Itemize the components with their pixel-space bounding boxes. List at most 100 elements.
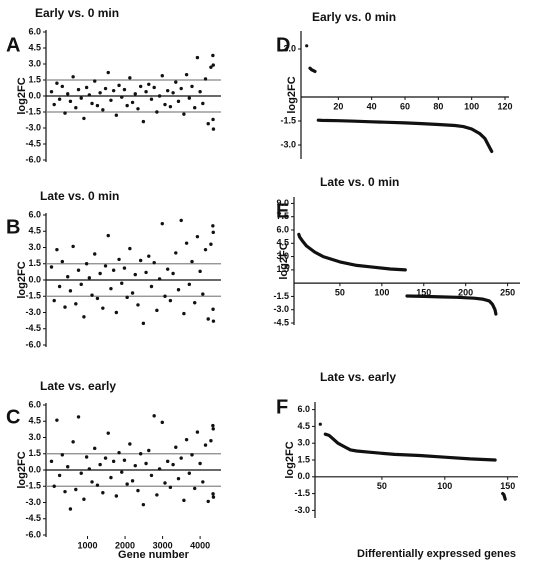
point <box>179 456 183 460</box>
point <box>130 100 135 105</box>
y-tick-label: 4.5 <box>297 421 310 431</box>
x-tick-label: 100 <box>374 288 389 298</box>
point <box>95 103 100 108</box>
point <box>182 498 186 503</box>
point <box>147 82 151 86</box>
x-tick-label: 80 <box>433 101 443 111</box>
point <box>160 221 164 226</box>
point <box>160 74 164 78</box>
panel-title: Late vs. 0 min <box>320 175 399 189</box>
point <box>93 79 97 83</box>
point <box>168 104 173 109</box>
y-tick-label: 1.5 <box>28 448 41 458</box>
point <box>125 482 129 486</box>
point <box>128 76 132 80</box>
point <box>211 224 215 228</box>
point <box>133 463 137 468</box>
point <box>128 442 132 446</box>
figure-x-label: Differentially expressed genes <box>357 548 516 560</box>
point <box>201 101 205 106</box>
panel-letter: A <box>6 34 20 56</box>
point <box>125 103 129 108</box>
point <box>149 97 154 101</box>
x-tick-label: 20 <box>333 101 343 111</box>
point <box>195 234 200 239</box>
y-tick-label: -6.0 <box>25 339 41 349</box>
x-tick-label: 100 <box>464 101 479 111</box>
y-tick-label: 0.0 <box>28 274 41 284</box>
y-axis-label: log2FC <box>278 242 290 279</box>
y-tick-label: -3.0 <box>294 505 310 515</box>
point <box>109 475 113 480</box>
point <box>182 311 186 316</box>
y-tick-label: 0.0 <box>28 464 41 474</box>
point <box>130 291 135 295</box>
point <box>163 294 167 298</box>
point <box>138 452 143 456</box>
point <box>211 423 215 428</box>
point <box>136 488 140 493</box>
point <box>211 427 215 431</box>
point <box>101 306 105 310</box>
panel-letter: D <box>276 34 290 56</box>
point <box>103 264 108 268</box>
y-tick-label: -1.5 <box>294 488 310 498</box>
point <box>130 479 135 483</box>
y-tick-label: 4.5 <box>28 42 41 52</box>
point <box>211 230 215 235</box>
point <box>152 414 156 418</box>
point <box>52 298 56 303</box>
point <box>98 91 102 95</box>
point <box>147 254 151 258</box>
point <box>60 453 65 457</box>
point <box>117 257 121 262</box>
point <box>195 55 200 60</box>
point <box>206 122 210 126</box>
point <box>187 282 192 287</box>
point <box>176 476 181 481</box>
y-axis-label: log2FC <box>284 441 296 478</box>
point <box>163 481 167 485</box>
point <box>103 456 108 460</box>
y-tick-label: -3.0 <box>280 139 296 149</box>
point <box>66 275 70 279</box>
point <box>95 483 100 487</box>
point <box>144 461 148 466</box>
point <box>211 117 215 122</box>
point <box>55 418 59 422</box>
point <box>125 295 129 300</box>
point <box>52 102 56 107</box>
y-tick-label: -3.0 <box>25 497 41 507</box>
point <box>203 247 208 252</box>
point <box>106 70 110 75</box>
point <box>193 486 197 491</box>
point <box>122 87 127 92</box>
panel-title: Late vs. early <box>320 370 396 384</box>
point <box>211 63 215 67</box>
point <box>184 437 189 442</box>
point <box>149 284 154 289</box>
y-tick-label: 6.0 <box>297 404 310 414</box>
point <box>128 246 132 251</box>
point <box>187 471 192 475</box>
y-tick-label: 7.5 <box>276 211 289 221</box>
point <box>63 305 67 309</box>
point <box>190 453 194 457</box>
point <box>182 112 186 116</box>
x-tick-label: 3000 <box>153 540 173 550</box>
y-tick-label: 4.5 <box>28 416 41 426</box>
y-tick-label: 4.5 <box>276 238 289 248</box>
y-tick-label: 1.5 <box>28 74 41 84</box>
point <box>111 459 116 464</box>
data-curve <box>318 422 507 501</box>
point <box>141 502 146 507</box>
point <box>57 284 62 289</box>
point <box>133 272 137 277</box>
point <box>157 94 162 98</box>
y-tick-label: 3.0 <box>28 242 41 252</box>
point <box>82 497 86 501</box>
point <box>176 288 181 292</box>
x-tick-label: 150 <box>500 481 515 491</box>
point <box>84 455 89 459</box>
point <box>168 485 173 490</box>
